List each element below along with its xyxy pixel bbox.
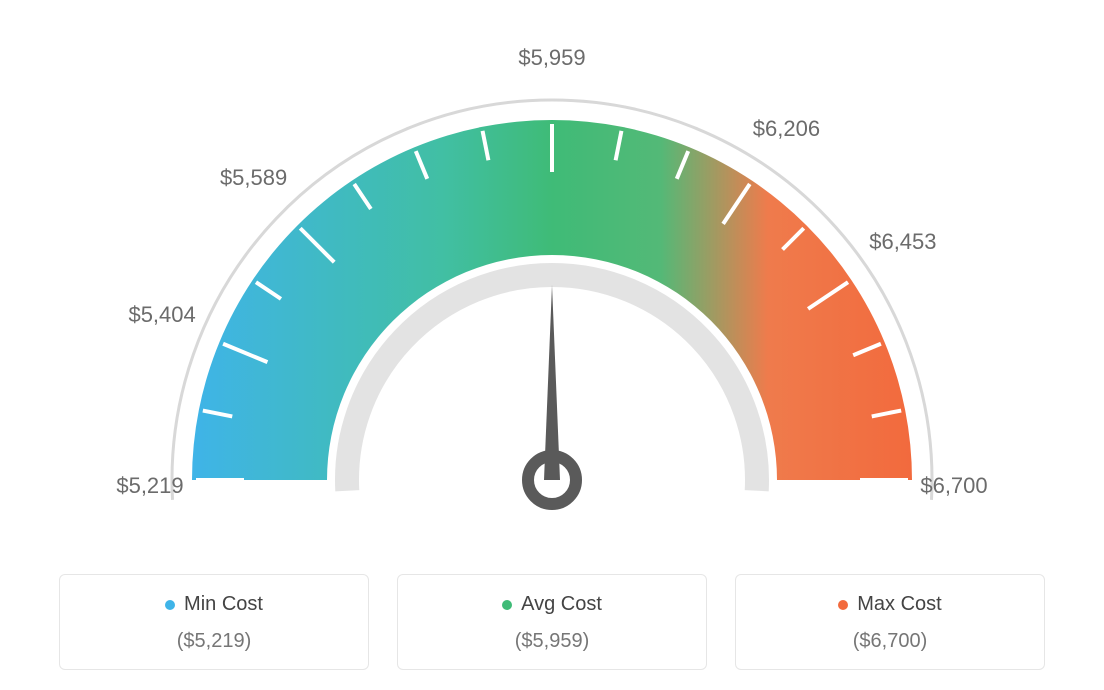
gauge-tick-label: $5,404 (128, 302, 195, 328)
legend-avg-label: Avg Cost (521, 593, 602, 616)
legend-max-value: ($6,700) (746, 630, 1034, 653)
legend-min-value: ($5,219) (70, 630, 358, 653)
gauge-tick-label: $6,206 (753, 116, 820, 142)
gauge: $5,219 $5,404 $5,589 $5,959 $6,206 $6,453 $6,7… (52, 10, 1052, 550)
legend-min-title: Min Cost (165, 593, 263, 616)
legend-avg-value: ($5,959) (408, 630, 696, 653)
legend-max-card: Max Cost ($6,700) (735, 574, 1045, 670)
gauge-tick-label: $6,700 (920, 473, 987, 499)
gauge-tick-label: $5,589 (220, 165, 287, 191)
legend-avg-card: Avg Cost ($5,959) (397, 574, 707, 670)
gauge-svg (52, 10, 1052, 550)
dot-icon (502, 600, 512, 610)
gauge-tick-label: $6,453 (869, 229, 936, 255)
dot-icon (165, 600, 175, 610)
legend-avg-title: Avg Cost (502, 593, 602, 616)
dot-icon (838, 600, 848, 610)
legend-row: Min Cost ($5,219) Avg Cost ($5,959) Max … (59, 574, 1045, 670)
legend-max-label: Max Cost (857, 593, 941, 616)
gauge-tick-label: $5,959 (518, 45, 585, 71)
legend-min-card: Min Cost ($5,219) (59, 574, 369, 670)
legend-max-title: Max Cost (838, 593, 941, 616)
gauge-chart-container: $5,219 $5,404 $5,589 $5,959 $6,206 $6,453 $6,7… (0, 0, 1104, 690)
gauge-tick-label: $5,219 (116, 473, 183, 499)
legend-min-label: Min Cost (184, 593, 263, 616)
